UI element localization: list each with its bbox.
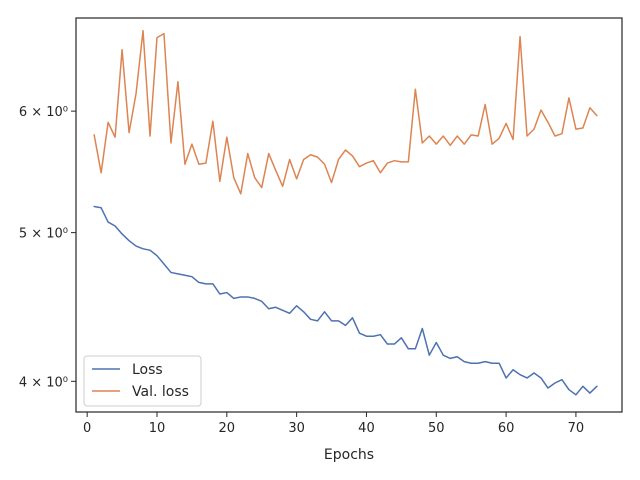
y-tick-label: 6 × 10⁰ bbox=[19, 105, 68, 120]
x-tick-label: 10 bbox=[149, 421, 166, 436]
x-tick-label: 70 bbox=[568, 421, 585, 436]
plot-frame bbox=[75, 17, 623, 413]
x-axis-label: Epochs bbox=[324, 447, 374, 463]
x-tick-label: 40 bbox=[358, 421, 375, 436]
x-tick-label: 60 bbox=[498, 421, 515, 436]
x-tick-label: 0 bbox=[83, 421, 91, 436]
legend-entry-label: Loss bbox=[132, 362, 163, 378]
x-tick-label: 20 bbox=[219, 421, 236, 436]
x-tick-label: 30 bbox=[288, 421, 305, 436]
y-tick-label: 4 × 10⁰ bbox=[19, 375, 68, 390]
x-tick-label: 50 bbox=[428, 421, 445, 436]
series-line-val-loss bbox=[93, 29, 598, 195]
series-line-loss bbox=[93, 205, 598, 396]
legend-entry-label: Val. loss bbox=[132, 384, 189, 400]
legend: Loss Val. loss bbox=[83, 355, 202, 407]
y-tick-label: 5 × 10⁰ bbox=[19, 227, 68, 242]
